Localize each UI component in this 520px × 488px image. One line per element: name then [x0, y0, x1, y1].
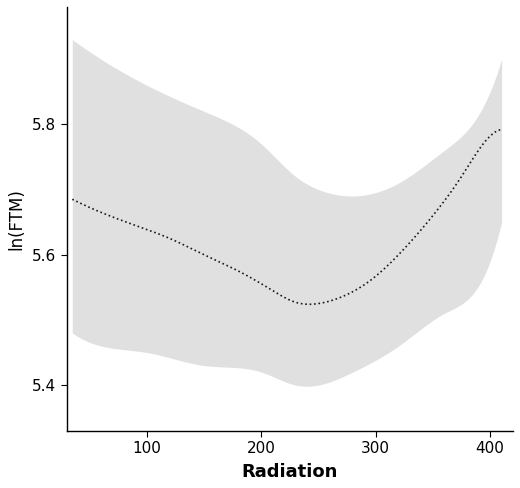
X-axis label: Radiation: Radiation: [242, 463, 338, 481]
Y-axis label: ln(FTM): ln(FTM): [7, 188, 25, 250]
